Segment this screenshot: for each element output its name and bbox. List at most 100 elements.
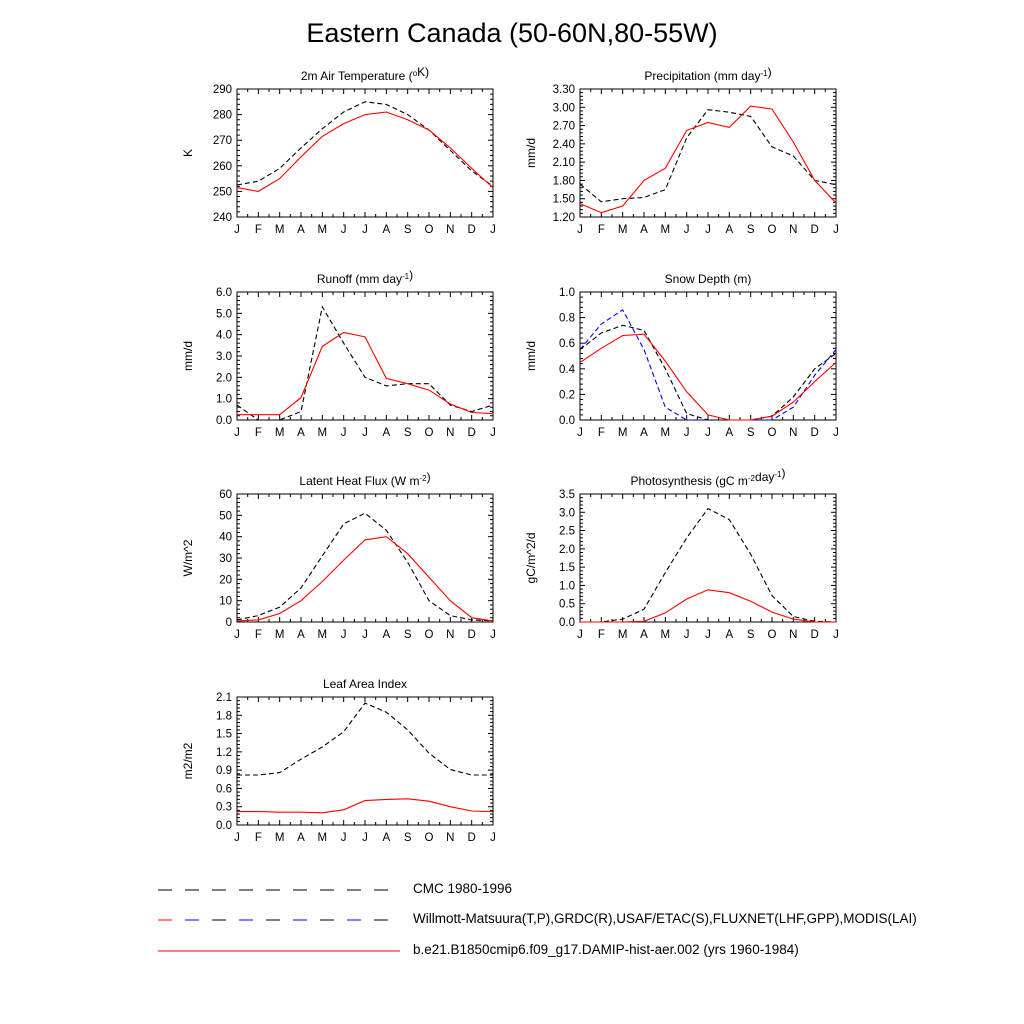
x-tick-label: O (425, 629, 434, 641)
y-tick-label: 2.0 (216, 372, 232, 384)
x-tick-label: J (341, 832, 347, 844)
chart-title: Runoff (mm day-1) (317, 268, 413, 286)
y-tick-label: 1.0 (559, 580, 575, 592)
chart-title: Precipitation (mm day-1) (644, 65, 771, 83)
x-tick-label: A (297, 629, 305, 641)
y-tick-label: 0.8 (559, 313, 575, 325)
x-tick-label: M (275, 629, 285, 641)
x-tick-label: M (661, 629, 671, 641)
x-tick-label: J (234, 427, 240, 439)
x-tick-label: J (705, 629, 711, 641)
y-tick-label: 4.0 (216, 330, 232, 342)
x-tick-label: S (404, 832, 412, 844)
y-tick-label: 1.8 (216, 710, 232, 722)
x-tick-label: D (468, 629, 476, 641)
series-line-obs-1 (579, 324, 837, 421)
y-tick-label: 0.0 (559, 617, 575, 629)
plot-frame (236, 88, 494, 218)
x-tick-label: N (789, 427, 797, 439)
y-axis-label: mm/d (524, 138, 538, 168)
series-line-obs-0 (236, 101, 494, 187)
y-tick-label: 2.5 (559, 526, 575, 538)
x-tick-label: M (318, 629, 328, 641)
x-tick-label: A (640, 427, 648, 439)
y-tick-label: 0.5 (559, 599, 575, 611)
x-tick-label: M (661, 224, 671, 236)
plot-frame (236, 696, 494, 826)
y-tick-label: 270 (213, 135, 232, 147)
y-tick-label: 3.5 (559, 489, 575, 501)
x-tick-label: S (404, 629, 412, 641)
x-tick-label: S (747, 427, 755, 439)
x-tick-label: J (705, 224, 711, 236)
y-tick-label: 2.40 (553, 139, 575, 151)
x-tick-label: O (768, 629, 777, 641)
x-tick-label: M (275, 832, 285, 844)
y-tick-label: 0.3 (216, 802, 232, 814)
y-tick-label: 1.20 (553, 212, 575, 224)
x-tick-label: O (425, 427, 434, 439)
x-tick-label: J (833, 224, 839, 236)
x-tick-label: N (446, 224, 454, 236)
x-tick-label: M (275, 427, 285, 439)
y-tick-label: 6.0 (216, 287, 232, 299)
x-tick-label: O (768, 427, 777, 439)
x-tick-label: M (318, 224, 328, 236)
x-tick-label: J (362, 832, 368, 844)
y-tick-label: 3.00 (553, 102, 575, 114)
x-tick-label: M (318, 832, 328, 844)
y-tick-label: 1.0 (216, 394, 232, 406)
x-tick-label: S (747, 224, 755, 236)
x-tick-label: J (833, 427, 839, 439)
x-tick-label: J (490, 224, 496, 236)
x-tick-label: J (490, 832, 496, 844)
x-tick-label: J (362, 427, 368, 439)
series-line-obs-0 (579, 109, 837, 203)
x-tick-label: F (255, 427, 262, 439)
series-line-obs-0 (580, 507, 837, 623)
y-tick-label: 2.70 (553, 121, 575, 133)
y-tick-label: 0.0 (216, 415, 232, 427)
y-tick-label: 1.80 (553, 175, 575, 187)
y-axis-label: W/m^2 (181, 539, 195, 576)
y-axis-label: K (181, 149, 195, 157)
figure-title: Eastern Canada (50-60N,80-55W) (306, 18, 718, 48)
x-tick-label: D (811, 629, 819, 641)
x-tick-label: A (640, 224, 648, 236)
x-tick-label: M (618, 224, 628, 236)
x-tick-label: A (382, 629, 390, 641)
chart-title: Snow Depth (m) (665, 272, 752, 286)
y-tick-label: 0.9 (216, 765, 232, 777)
y-tick-label: 0.0 (216, 820, 232, 832)
series-line-model-1 (236, 111, 494, 192)
x-tick-label: A (640, 629, 648, 641)
series-line-model-1 (236, 536, 494, 622)
chart-title: Photosynthesis (gC m-2day-1) (631, 466, 786, 488)
y-tick-label: 0.6 (216, 783, 232, 795)
x-tick-label: J (577, 629, 583, 641)
series-line-model-1 (237, 798, 494, 814)
x-tick-label: J (684, 629, 690, 641)
y-tick-label: 0.4 (559, 364, 576, 376)
plot-frame (579, 493, 837, 623)
x-tick-label: J (362, 224, 368, 236)
y-axis-label: mm/d (181, 341, 195, 371)
y-axis-label: mm/d (524, 341, 538, 371)
y-tick-label: 240 (213, 212, 232, 224)
x-tick-label: A (382, 427, 390, 439)
y-tick-label: 50 (219, 510, 232, 522)
x-tick-label: M (618, 427, 628, 439)
y-tick-label: 0.0 (559, 415, 575, 427)
x-tick-label: J (234, 224, 240, 236)
x-tick-label: A (725, 427, 733, 439)
series-line-obs-0 (236, 305, 494, 421)
chart-title: Latent Heat Flux (W m-2) (299, 470, 430, 488)
x-tick-label: S (404, 427, 412, 439)
chart-panel-1: Precipitation (mm day-1)mm/dJ F M A M J J A S O N D… (524, 65, 839, 236)
x-tick-label: D (811, 427, 819, 439)
x-tick-label: J (234, 832, 240, 844)
y-tick-label: 1.2 (216, 747, 232, 759)
y-tick-label: 40 (219, 532, 232, 544)
chart-panel-2: Runoff (mm day-1)mm/dJ F M A M J J A S O N D J0.01.0… (181, 268, 496, 439)
